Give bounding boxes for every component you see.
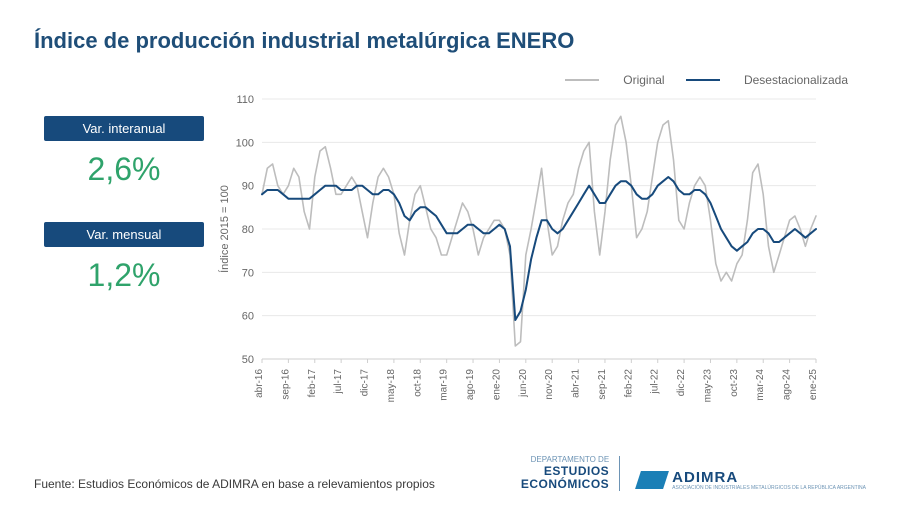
svg-text:50: 50 <box>242 354 254 366</box>
kpi-monthly-value: 1,2% <box>34 257 214 294</box>
kpi-monthly-label: Var. mensual <box>44 222 204 247</box>
svg-text:sep-21: sep-21 <box>597 369 608 400</box>
logo-dept: DEPARTAMENTO DE ESTUDIOS ECONÓMICOS <box>521 456 620 491</box>
source-text: Fuente: Estudios Económicos de ADIMRA en… <box>34 477 435 491</box>
svg-text:sep-16: sep-16 <box>280 369 291 400</box>
svg-text:dic-22: dic-22 <box>676 369 687 397</box>
svg-text:abr-16: abr-16 <box>254 369 265 398</box>
svg-text:110: 110 <box>236 94 254 106</box>
logo-adimra: ADIMRA ASOCIACIÓN DE INDUSTRIALES METALÚ… <box>638 469 866 491</box>
svg-text:80: 80 <box>242 224 254 236</box>
svg-text:dic-17: dic-17 <box>360 369 371 397</box>
chart-area: Original Desestacionalizada 50 60 70 80 90 10… <box>214 66 866 421</box>
svg-text:ene-25: ene-25 <box>808 369 819 401</box>
svg-text:jul-17: jul-17 <box>333 369 344 395</box>
svg-text:60: 60 <box>242 311 254 323</box>
legend: Original Desestacionalizada <box>214 70 848 87</box>
svg-text:Índice 2015 = 100: Índice 2015 = 100 <box>218 185 231 273</box>
adimra-icon <box>635 471 669 489</box>
legend-deseason: Desestacionalizada <box>686 73 848 87</box>
svg-text:feb-22: feb-22 <box>623 369 634 398</box>
svg-text:mar-24: mar-24 <box>755 369 766 401</box>
kpi-interannual-label: Var. interanual <box>44 116 204 141</box>
svg-text:ene-20: ene-20 <box>491 369 502 401</box>
svg-text:oct-23: oct-23 <box>729 369 740 397</box>
svg-text:jul-22: jul-22 <box>650 369 661 395</box>
kpi-panel: Var. interanual 2,6% Var. mensual 1,2% <box>34 66 214 328</box>
svg-text:100: 100 <box>236 137 254 149</box>
kpi-interannual-value: 2,6% <box>34 151 214 188</box>
kpi-monthly: Var. mensual 1,2% <box>34 222 214 294</box>
svg-text:may-23: may-23 <box>702 369 713 403</box>
series-deseason <box>262 177 816 320</box>
page-title: Índice de producción industrial metalúrg… <box>34 28 866 54</box>
svg-text:ago-24: ago-24 <box>782 369 793 401</box>
svg-text:feb-17: feb-17 <box>307 369 318 398</box>
svg-text:70: 70 <box>242 267 254 279</box>
legend-original: Original <box>565 73 664 87</box>
line-chart: 50 60 70 80 90 100 110 Índice 2015 = 100 abr-16 s… <box>214 91 834 421</box>
svg-text:90: 90 <box>242 181 254 193</box>
svg-text:mar-19: mar-19 <box>439 369 450 401</box>
svg-text:jun-20: jun-20 <box>518 369 529 398</box>
kpi-interannual: Var. interanual 2,6% <box>34 116 214 188</box>
svg-text:oct-18: oct-18 <box>412 369 423 397</box>
svg-text:ago-19: ago-19 <box>465 369 476 401</box>
svg-text:abr-21: abr-21 <box>571 369 582 398</box>
logo-block: DEPARTAMENTO DE ESTUDIOS ECONÓMICOS ADIM… <box>521 456 866 491</box>
svg-text:may-18: may-18 <box>386 369 397 403</box>
svg-text:nov-20: nov-20 <box>544 369 555 400</box>
